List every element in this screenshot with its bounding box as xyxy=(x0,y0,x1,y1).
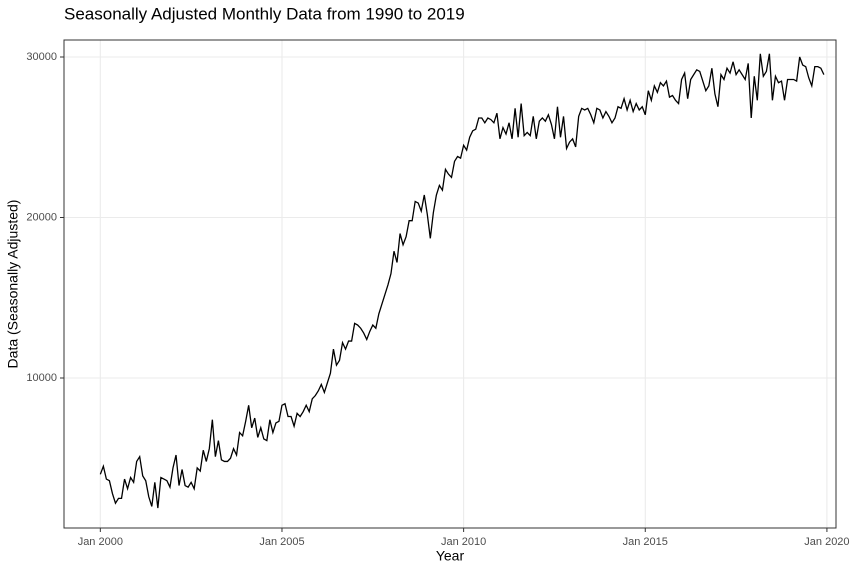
chart-title: Seasonally Adjusted Monthly Data from 19… xyxy=(64,4,465,23)
x-tick-label: Jan 2000 xyxy=(78,536,123,548)
x-tick-label: Jan 2015 xyxy=(623,536,668,548)
y-tick-label: 10000 xyxy=(26,372,57,384)
x-axis-label: Year xyxy=(436,548,465,564)
y-tick-label: 20000 xyxy=(26,211,57,223)
data-line xyxy=(99,53,825,509)
x-tick-label: Jan 2005 xyxy=(259,536,304,548)
panel-border xyxy=(63,39,837,529)
y-axis-label: Data (Seasonally Adjusted) xyxy=(5,200,21,369)
x-tick-label: Jan 2020 xyxy=(804,536,849,548)
x-tick-label: Jan 2010 xyxy=(441,536,486,548)
y-tick-label: 30000 xyxy=(26,51,57,63)
